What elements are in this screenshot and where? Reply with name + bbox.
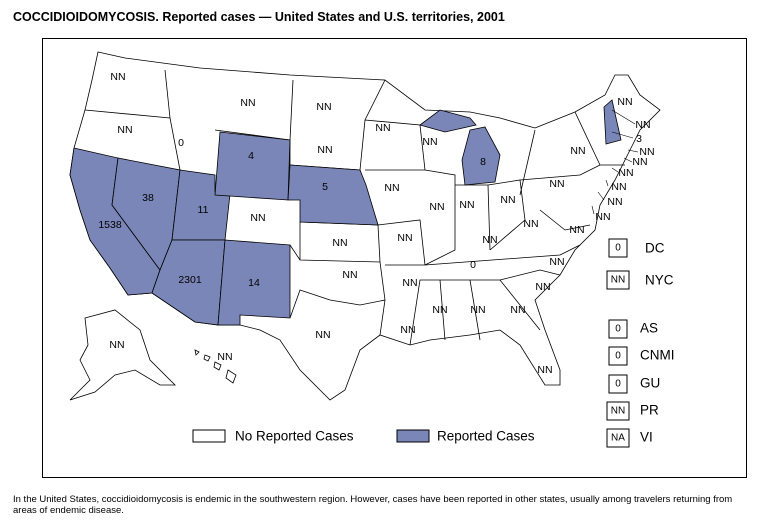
value-ny: NN: [570, 145, 585, 157]
svg-text:NN: NN: [611, 275, 625, 286]
value-ak: NN: [109, 339, 124, 351]
value-pa: NN: [549, 178, 564, 190]
value-ms: NN: [432, 304, 447, 316]
value-wv: NN: [523, 218, 538, 230]
value-va: NN: [569, 224, 584, 236]
value-me: NN: [617, 96, 632, 108]
territory-nyc: NN NYC: [606, 270, 674, 290]
value-or: NN: [117, 124, 132, 136]
state-new-mexico: [217, 239, 291, 326]
state-new-hampshire: [603, 99, 622, 145]
value-id: 0: [178, 137, 184, 149]
value-ga: NN: [510, 304, 525, 316]
value-wa: NN: [110, 71, 125, 83]
svg-text:0: 0: [615, 243, 621, 254]
territory-vi: NA VI: [606, 428, 653, 448]
value-vt: NN: [635, 119, 650, 131]
alaska: [69, 309, 176, 401]
value-sd: NN: [317, 144, 332, 156]
svg-text:AS: AS: [640, 321, 658, 336]
value-nv: 38: [142, 192, 154, 204]
territory-dc: 0 DC: [608, 238, 665, 258]
value-tx: NN: [315, 329, 330, 341]
state-nebraska: [287, 164, 379, 226]
legend-swatch-reported: [396, 429, 430, 443]
svg-text:DC: DC: [645, 241, 665, 256]
svg-text:0: 0: [615, 351, 621, 362]
value-fl: NN: [537, 364, 552, 376]
value-ar: NN: [402, 277, 417, 289]
svg-text:GU: GU: [640, 376, 660, 391]
territory-gu: 0 GU: [608, 374, 660, 394]
value-ia: NN: [384, 182, 399, 194]
legend-label-reported: Reported Cases: [437, 429, 535, 444]
svg-text:CNMI: CNMI: [640, 348, 675, 363]
value-nd: NN: [316, 101, 331, 113]
value-sc: NN: [535, 281, 550, 293]
hawaii: [194, 349, 237, 384]
map-title: COCCIDIOIDOMYCOSIS. Reported cases — Uni…: [13, 10, 505, 24]
value-de: NN: [607, 196, 622, 208]
value-mt: NN: [240, 97, 255, 109]
legend-label-none: No Reported Cases: [235, 429, 354, 444]
value-wy: 4: [248, 150, 254, 162]
value-md: NN: [595, 211, 610, 223]
state-wyoming: [214, 131, 291, 201]
value-mn: NN: [375, 122, 390, 134]
svg-text:NA: NA: [611, 433, 625, 444]
svg-text:NYC: NYC: [645, 273, 674, 288]
svg-text:VI: VI: [640, 430, 653, 445]
value-ri: NN: [632, 156, 647, 168]
value-co: NN: [250, 212, 265, 224]
territory-as: 0 AS: [608, 319, 658, 339]
legend-swatch-none: [192, 429, 226, 443]
value-tn: 0: [470, 259, 476, 271]
territory-cnmi: 0 CNMI: [608, 346, 675, 366]
value-nh: 3: [636, 133, 642, 145]
value-ma: NN: [639, 146, 654, 158]
value-il: NN: [429, 201, 444, 213]
leader-lines: [591, 109, 639, 215]
territory-pr: NN PR: [606, 401, 659, 421]
value-ky: NN: [482, 234, 497, 246]
value-ct: NN: [618, 167, 633, 179]
state-values: NN NN 0 NN 4 NN NN NN NN 8 5 NN NN NN NN…: [98, 71, 654, 376]
value-nj: NN: [611, 181, 626, 193]
footnote: In the United States, coccidioidomycosis…: [13, 494, 733, 516]
value-al: NN: [470, 304, 485, 316]
map-frame: [42, 38, 747, 478]
value-mo: NN: [397, 232, 412, 244]
value-nm: 14: [248, 277, 260, 289]
value-la: NN: [400, 324, 415, 336]
svg-text:0: 0: [615, 379, 621, 390]
territories-list: 0 DC NN NYC 0 AS 0 CNMI 0 GU NN PR NA VI: [606, 238, 675, 448]
value-ne: 5: [322, 181, 328, 193]
value-ut: 11: [198, 204, 209, 216]
value-ok: NN: [342, 269, 357, 281]
legend: No Reported Cases Reported Cases: [192, 429, 535, 444]
value-wi: NN: [422, 136, 437, 148]
svg-text:NN: NN: [611, 406, 625, 417]
state-michigan: [419, 109, 501, 186]
value-nc: NN: [549, 256, 564, 268]
value-ca: 1538: [98, 219, 122, 231]
svg-text:PR: PR: [640, 403, 659, 418]
svg-text:0: 0: [615, 324, 621, 335]
value-in: NN: [459, 199, 474, 211]
value-az: 2301: [178, 274, 202, 286]
value-hi: NN: [217, 351, 232, 363]
value-ks: NN: [332, 237, 347, 249]
value-mi: 8: [480, 156, 486, 168]
value-oh: NN: [500, 194, 515, 206]
